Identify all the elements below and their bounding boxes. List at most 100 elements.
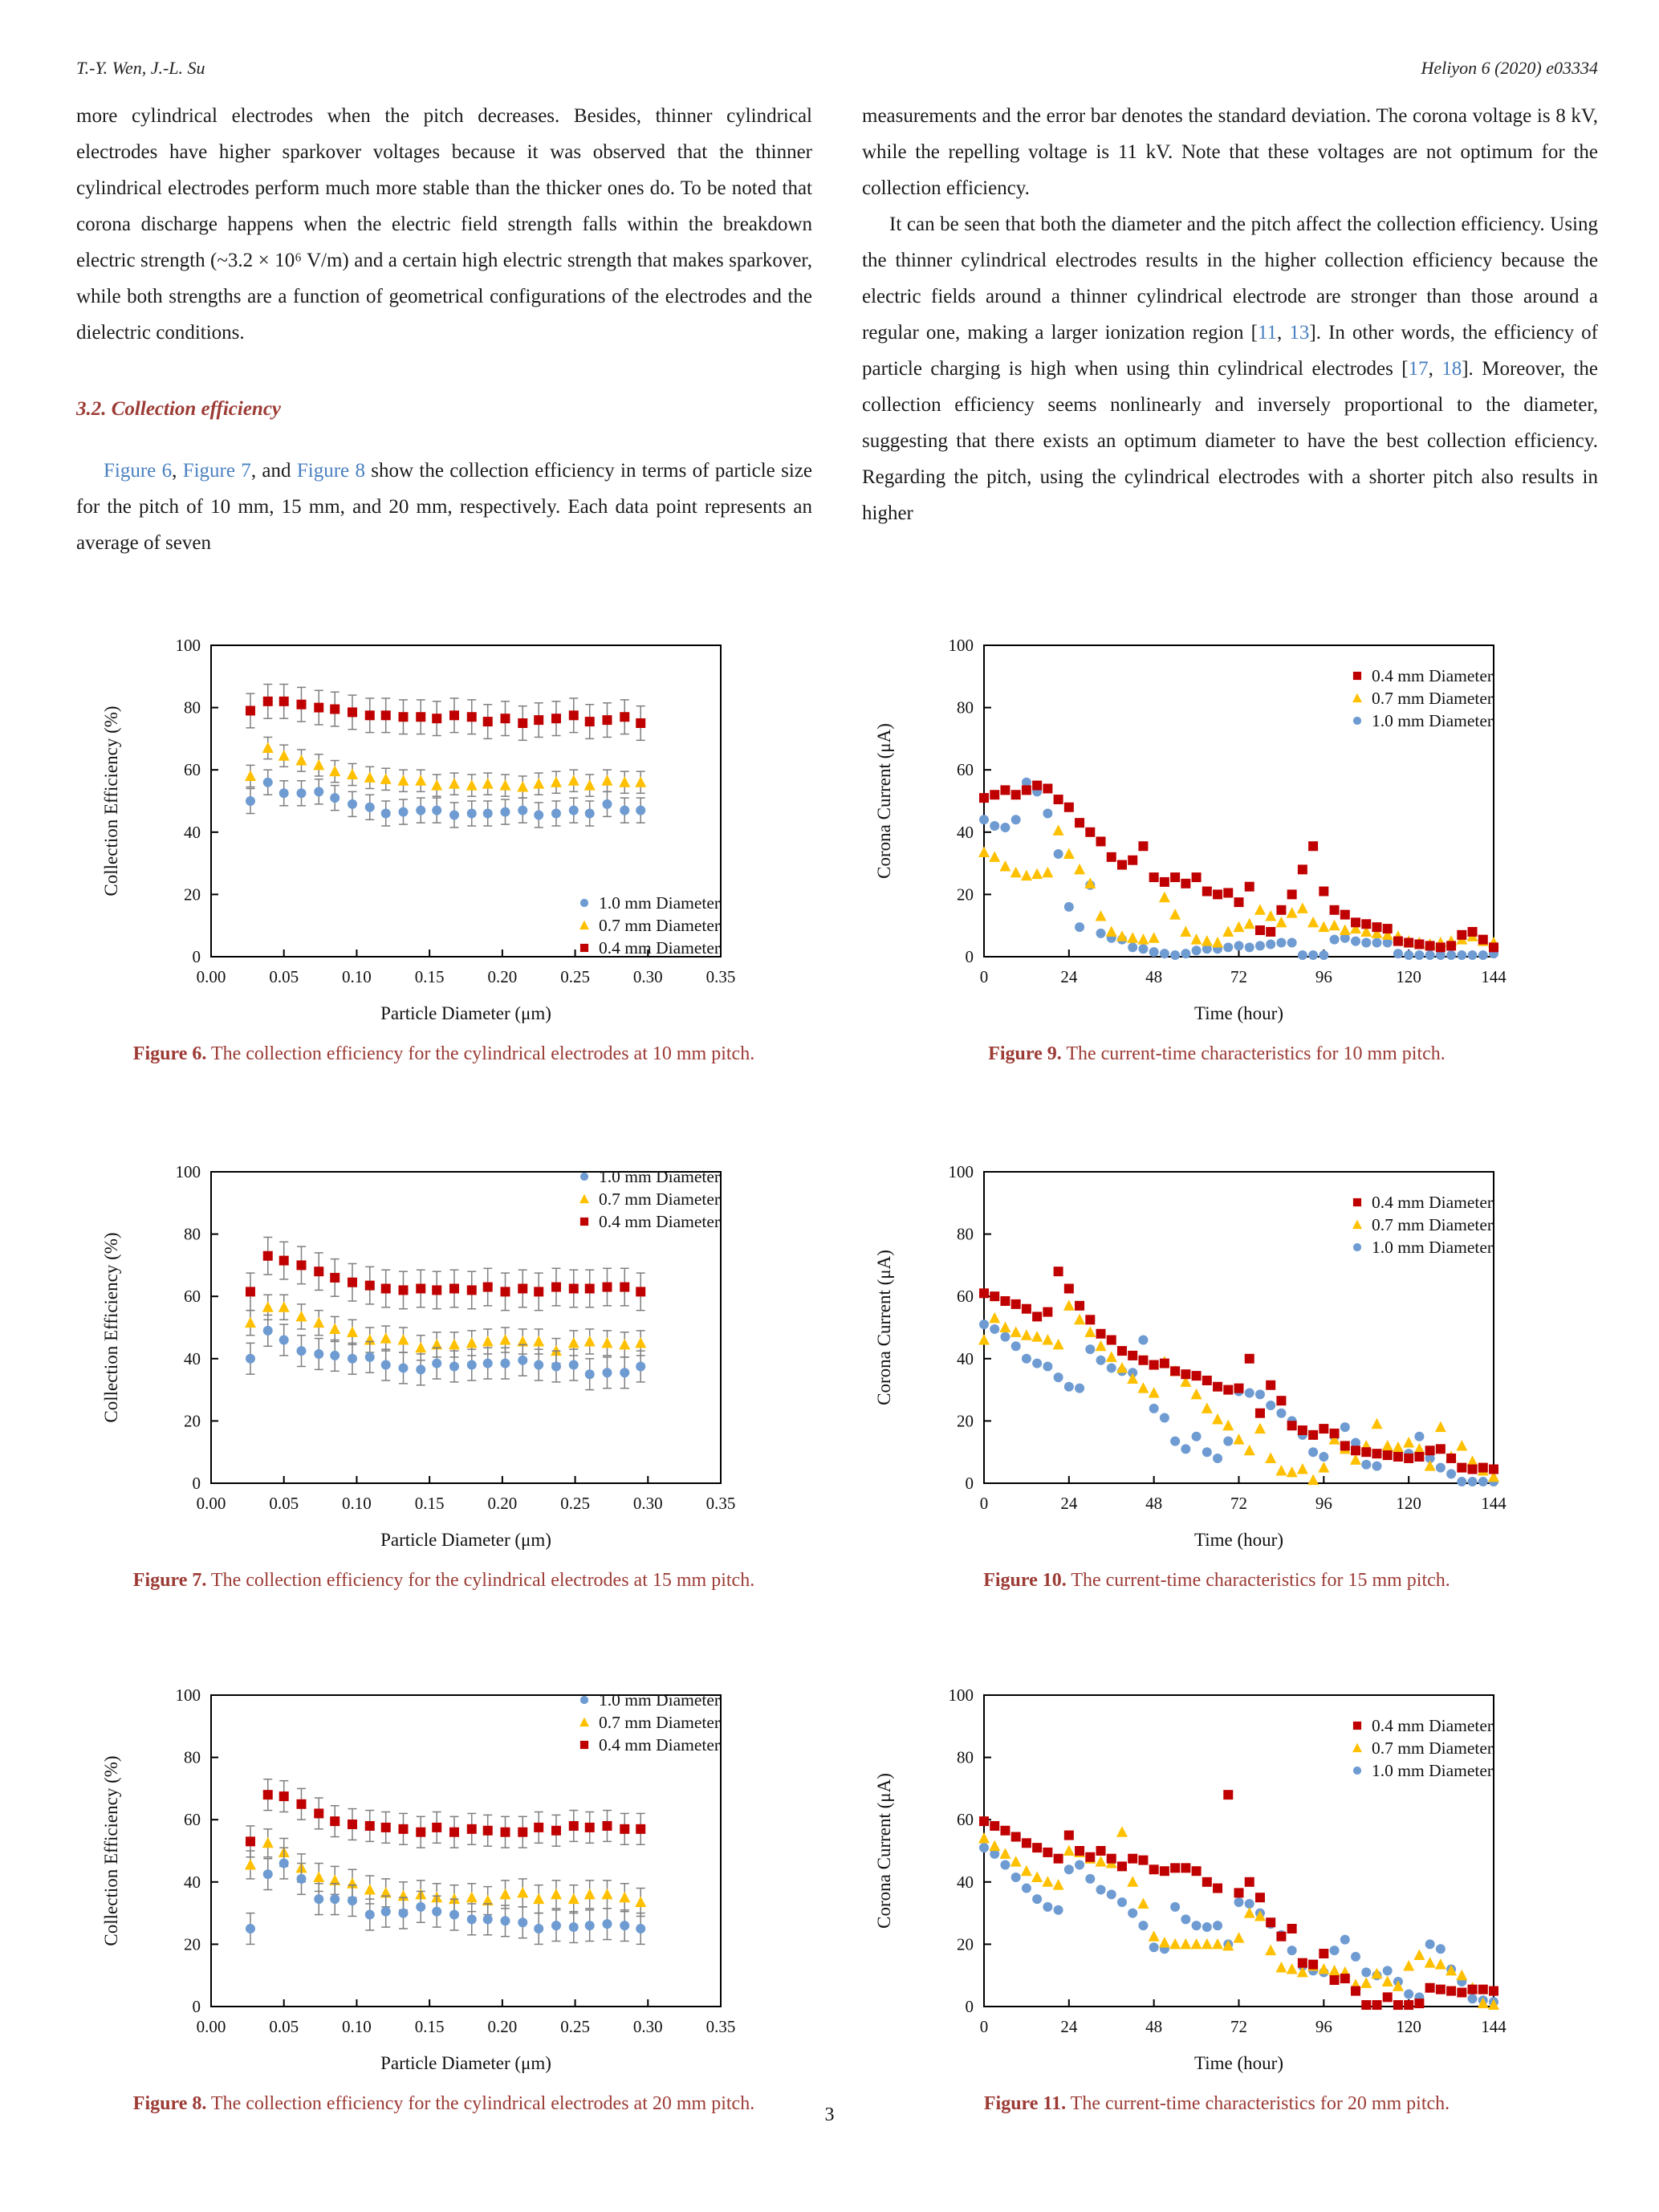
series-0.4 (245, 1236, 646, 1311)
svg-text:40: 40 (184, 823, 201, 842)
svg-text:20: 20 (957, 884, 974, 904)
svg-text:1.0 mm Diameter: 1.0 mm Diameter (1372, 1238, 1493, 1257)
figure-6-chart: 0.00 0.05 0.10 0.15 0.20 0.25 0.30 0.35 0 20 40 60 8… (101, 636, 736, 1023)
left-column: more cylindrical electrodes when the pit… (76, 98, 812, 561)
caption-text: The collection efficiency for the cylind… (206, 2093, 755, 2114)
figure-7-caption: Figure 7. The collection efficiency for … (71, 1568, 817, 1592)
svg-text:100: 100 (949, 1162, 974, 1181)
inline-link[interactable]: 17 (1408, 358, 1429, 380)
svg-text:0.35: 0.35 (706, 967, 736, 986)
inline-link[interactable]: 18 (1441, 358, 1462, 380)
figure-11-chart: 0 24 48 72 96 120 144 0 20 40 60 80 100 Time (hour) Co… (874, 1685, 1507, 2073)
svg-text:0.7 mm Diameter: 0.7 mm Diameter (1372, 1215, 1493, 1234)
svg-text:72: 72 (1230, 1494, 1247, 1513)
svg-text:96: 96 (1315, 2017, 1332, 2036)
svg-text:40: 40 (957, 1349, 974, 1368)
figure-6: 0.00 0.05 0.10 0.15 0.20 0.25 0.30 0.35 0 20 40 60 8… (71, 626, 817, 1066)
text-segment: It can be seen that both the diameter an… (862, 213, 1598, 344)
svg-text:120: 120 (1396, 967, 1421, 986)
svg-text:100: 100 (949, 636, 974, 655)
svg-text:40: 40 (957, 823, 974, 842)
caption-label: Figure 8. (132, 2093, 207, 2114)
svg-text:0.00: 0.00 (197, 2017, 226, 2036)
figure-7: 0.00 0.05 0.10 0.15 0.20 0.25 0.30 0.35 0 20 40 60 8… (71, 1153, 817, 1592)
svg-text:40: 40 (957, 1872, 974, 1892)
svg-text:0.20: 0.20 (487, 2017, 517, 2036)
series-0.4 (979, 1790, 1498, 2011)
svg-text:80: 80 (957, 1225, 974, 1244)
svg-text:0.4 mm Diameter: 0.4 mm Diameter (1372, 666, 1493, 685)
svg-text:144: 144 (1481, 2017, 1507, 2036)
y-axis-label: Collection Efficiency (%) (101, 1232, 121, 1422)
svg-text:0.25: 0.25 (560, 967, 590, 986)
figure-9-chart: 0 24 48 72 96 120 144 0 20 40 60 80 100 Time (hour) Co… (874, 636, 1507, 1023)
svg-text:80: 80 (957, 1748, 974, 1767)
svg-text:0.7 mm Diameter: 0.7 mm Diameter (599, 1713, 720, 1732)
svg-text:0.30: 0.30 (633, 1494, 663, 1513)
svg-text:20: 20 (957, 1934, 974, 1954)
left-paragraph-2: Figure 6, Figure 7, and Figure 8 show th… (76, 453, 812, 561)
svg-text:0.20: 0.20 (487, 967, 517, 986)
right-paragraph-2: It can be seen that both the diameter an… (862, 206, 1598, 531)
x-axis-label: Time (hour) (1194, 1530, 1283, 1550)
caption-text: The collection efficiency for the cylind… (206, 1043, 755, 1064)
caption-text: The current-time characteristics for 20 … (1066, 2093, 1450, 2114)
legend: 0.4 mm Diameter 0.7 mm Diameter 1.0 mm Dia… (1352, 1716, 1493, 1780)
text-segment: ]. Moreover, the collection efficiency s… (862, 358, 1598, 524)
series-0.7 (244, 1828, 647, 1917)
svg-text:100: 100 (176, 1162, 201, 1181)
svg-text:0.10: 0.10 (342, 967, 372, 986)
svg-text:60: 60 (957, 1287, 974, 1306)
inline-link[interactable]: Figure 7 (182, 460, 251, 482)
inline-link[interactable]: 13 (1289, 322, 1310, 344)
text-segment: , and (250, 460, 297, 482)
svg-text:0.25: 0.25 (560, 1494, 590, 1513)
svg-text:1.0 mm Diameter: 1.0 mm Diameter (599, 1167, 720, 1186)
y-axis-label: Corona Current (μA) (874, 1773, 894, 1929)
inline-link[interactable]: Figure 8 (296, 460, 365, 482)
caption-text: The current-time characteristics for 10 … (1061, 1043, 1446, 1064)
y-axis-label: Collection Efficiency (%) (101, 1755, 121, 1946)
svg-text:60: 60 (184, 1810, 201, 1829)
inline-link[interactable]: Figure 6 (104, 460, 173, 482)
header-journal: Heliyon 6 (2020) e03334 (1421, 58, 1598, 78)
svg-text:0.4 mm Diameter: 0.4 mm Diameter (1372, 1716, 1493, 1735)
svg-text:20: 20 (957, 1411, 974, 1430)
svg-text:1.0 mm Diameter: 1.0 mm Diameter (1372, 1761, 1493, 1780)
series-1.0 (245, 769, 646, 828)
legend: 1.0 mm Diameter 0.7 mm Diameter 0.4 mm Dia… (579, 1690, 720, 1755)
y-axis-label: Collection Efficiency (%) (101, 705, 121, 896)
x-axis-label: Time (hour) (1194, 2053, 1283, 2073)
svg-text:144: 144 (1481, 1494, 1507, 1513)
svg-text:80: 80 (957, 698, 974, 718)
figure-8: 0.00 0.05 0.10 0.15 0.20 0.25 0.30 0.35 0 20 40 60 8… (71, 1676, 817, 2116)
figure-9-caption: Figure 9. The current-time characteristi… (844, 1042, 1590, 1066)
svg-text:48: 48 (1145, 967, 1162, 986)
caption-text: The current-time characteristics for 15 … (1066, 1570, 1450, 1591)
svg-text:72: 72 (1230, 2017, 1247, 2036)
inline-link[interactable]: 11 (1257, 322, 1278, 344)
right-paragraph-1: measurements and the error bar denotes t… (862, 105, 1598, 199)
caption-text: The collection efficiency for the cylind… (206, 1570, 755, 1591)
svg-text:40: 40 (184, 1872, 201, 1892)
axes: 0.00 0.05 0.10 0.15 0.20 0.25 0.30 0.35 0 20 40 60 8… (176, 636, 736, 986)
series-0.7 (978, 824, 1499, 949)
caption-label: Figure 9. (988, 1043, 1062, 1064)
left-paragraph-1: more cylindrical electrodes when the pit… (76, 105, 812, 344)
svg-text:20: 20 (184, 884, 201, 904)
x-axis-label: Particle Diameter (μm) (380, 1003, 551, 1023)
text-segment: , (1428, 358, 1442, 380)
figure-8-caption: Figure 8. The collection efficiency for … (71, 2092, 817, 2116)
svg-text:0: 0 (966, 1997, 974, 2016)
caption-label: Figure 11. (983, 2093, 1067, 2114)
series-1.0 (245, 1314, 646, 1391)
svg-text:0.4 mm Diameter: 0.4 mm Diameter (1372, 1193, 1493, 1212)
svg-text:0.15: 0.15 (415, 2017, 445, 2036)
series-0.4 (245, 1779, 646, 1858)
axes: 0.00 0.05 0.10 0.15 0.20 0.25 0.30 0.35 0 20 40 60 8… (176, 1685, 736, 2036)
svg-text:0.00: 0.00 (197, 1494, 226, 1513)
figure-6-caption: Figure 6. The collection efficiency for … (71, 1042, 817, 1066)
svg-text:24: 24 (1060, 1494, 1078, 1513)
svg-text:20: 20 (184, 1411, 201, 1430)
svg-text:48: 48 (1145, 1494, 1162, 1513)
